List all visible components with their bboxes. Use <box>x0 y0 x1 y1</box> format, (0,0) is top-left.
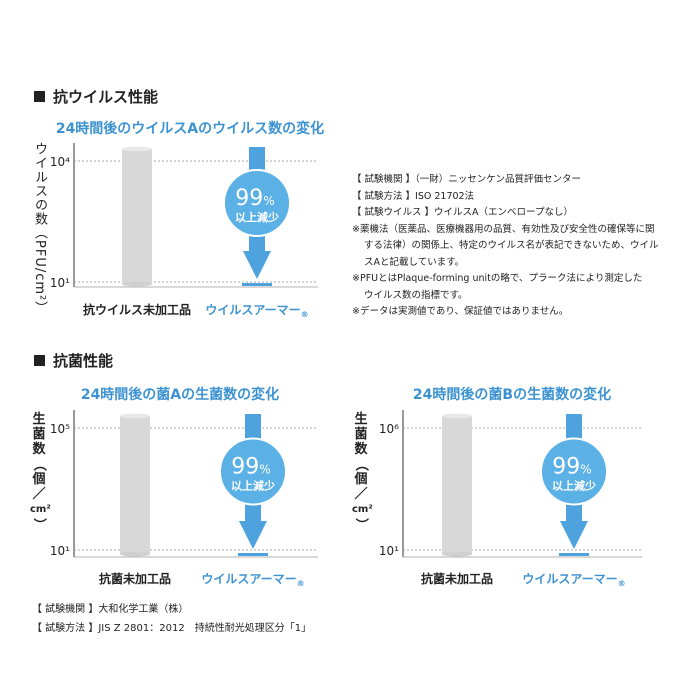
reduction-badge <box>219 437 287 506</box>
y-axis-label-char: 生 <box>354 412 368 427</box>
virus-note-line: 【 試験機関 】（一財）ニッセンケン品質評価センター <box>352 174 582 185</box>
y-axis-label-char: ／ <box>32 487 46 502</box>
bar-untreated-top <box>442 413 472 419</box>
bar-untreated-bottom <box>442 551 472 557</box>
y-axis-label-bacteria-b: 生 菌 数 （ 個 ／ cm² ） <box>352 412 373 532</box>
chart-title-bacteria-b: 24時間後の菌Bの生菌数の変化 <box>412 387 612 403</box>
y-axis-label-char: 生 <box>32 412 46 427</box>
bacteria-note-line: 【 試験方法 】JIS Z 2801：2012 持続性耐光処理区分「1」 <box>32 623 312 634</box>
bar-untreated-top <box>120 413 150 419</box>
bar-treated <box>238 553 268 556</box>
virus-note-line: ウイルス数の指標です。 <box>364 289 468 301</box>
virus-note-line: スAと記載しています。 <box>364 256 465 268</box>
bar-untreated <box>442 416 472 554</box>
virus-note-line: 【 試験方法 】ISO 21702法 <box>352 190 475 202</box>
y-axis-label-char: 数 <box>354 442 368 457</box>
reduction-sublabel: 以上減少 <box>552 479 596 493</box>
reduction-percent: 99% <box>231 455 270 480</box>
bar-untreated-bottom <box>120 551 150 557</box>
square-bullet-icon <box>34 91 45 102</box>
category-label-treated: ウイルスアーマー® <box>522 572 625 588</box>
reduction-badge <box>540 437 608 506</box>
virus-note-line: する法律）の関係上、特定のウイルス名が表記できないため、ウイル <box>364 240 659 251</box>
y-axis-label-char: cm² <box>30 504 51 515</box>
y-tick-label: 10¹ <box>50 276 70 290</box>
y-tick-label: 10⁴ <box>50 155 70 169</box>
chart-title-bacteria-a: 24時間後の菌Aの生菌数の変化 <box>80 387 280 403</box>
bar-untreated-top <box>122 146 152 152</box>
bacteria-notes: 【 試験機関 】大和化学工業（株） 【 試験方法 】JIS Z 2801：201… <box>32 600 311 638</box>
antiviral-section-title: 抗ウイルス性能 <box>34 86 158 107</box>
bacteria-note-line: 【 試験機関 】大和化学工業（株） <box>32 604 189 615</box>
bar-untreated <box>120 416 150 554</box>
category-label-untreated: 抗菌未加工品 <box>421 571 493 586</box>
category-label-untreated: 抗菌未加工品 <box>99 571 171 586</box>
y-tick-label: 10⁵ <box>50 422 70 436</box>
virus-note-line: 【 試験ウイルス 】ウイルスA（エンベロープなし） <box>352 207 573 218</box>
y-axis-label-virus: ウイルスの数（PFU/cm²） <box>32 142 47 316</box>
y-axis-label-char: 個 <box>32 472 46 487</box>
antiviral-section-label: 抗ウイルス性能 <box>53 88 159 106</box>
y-axis-label-bacteria-a: 生 菌 数 （ 個 ／ cm² ） <box>30 412 51 532</box>
reduction-badge <box>223 169 291 237</box>
bar-treated <box>242 283 272 286</box>
reduction-sublabel: 以上減少 <box>235 210 279 224</box>
y-tick-label: 10⁶ <box>379 422 399 436</box>
chart-title-virus: 24時間後のウイルスAのウイルス数の変化 <box>55 121 325 137</box>
y-axis-label-char: ／ <box>354 487 368 502</box>
category-label-treated: ウイルスアーマー® <box>201 572 304 588</box>
antibacterial-section-title: 抗菌性能 <box>34 350 113 371</box>
square-bullet-icon <box>34 355 45 366</box>
virus-note-line: ※データは実測値であり、保証値ではありません。 <box>352 306 569 317</box>
reduction-percent: 99% <box>552 455 591 480</box>
reduction-percent: 99% <box>235 186 274 211</box>
y-tick-label: 10¹ <box>50 544 70 558</box>
reduction-arrow-head <box>243 251 271 279</box>
y-tick-label: 10¹ <box>379 544 399 558</box>
y-axis-label-char: 個 <box>354 472 368 487</box>
y-axis-label-char: 菌 <box>32 427 46 442</box>
bar-treated <box>559 553 589 556</box>
category-label-untreated: 抗ウイルス未加工品 <box>83 302 191 317</box>
antibacterial-section-label: 抗菌性能 <box>53 352 114 370</box>
virus-notes: 【 試験機関 】（一財）ニッセンケン品質評価センター 【 試験方法 】ISO 2… <box>352 172 659 321</box>
bar-untreated-bottom <box>122 281 152 287</box>
y-axis-label-char: 菌 <box>354 427 368 442</box>
reduction-sublabel: 以上減少 <box>231 479 275 493</box>
y-axis-label-char: 数 <box>32 442 46 457</box>
bar-untreated <box>122 149 152 284</box>
virus-note-line: ※薬機法（医薬品、医療機器用の品質、有効性及び安全性の確保等に関 <box>352 223 655 235</box>
y-axis-label-char: cm² <box>352 504 373 515</box>
reduction-arrow-head <box>239 521 267 549</box>
virus-note-line: ※PFUとはPlaque-forming unitの略で、プラーク法により測定し… <box>352 273 643 284</box>
reduction-arrow-head <box>560 521 588 549</box>
category-label-treated: ウイルスアーマー® <box>205 303 308 319</box>
